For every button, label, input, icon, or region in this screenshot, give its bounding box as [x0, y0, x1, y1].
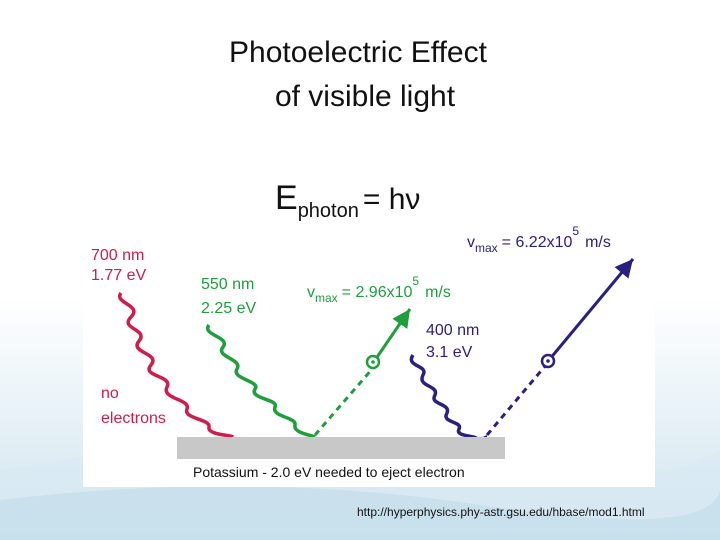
no-electrons-label-line2: electrons — [101, 410, 166, 427]
violet-electron-path — [485, 364, 548, 436]
green-vmax-label: vmax = 2.96x105m/s — [307, 274, 451, 305]
violet-electron-arrow — [547, 258, 635, 361]
violet-wavelength-label: 400 nm — [426, 322, 479, 339]
slide-title-line1: Photoelectric Effect — [229, 36, 487, 69]
red-wavelength-label: 700 nm — [91, 247, 144, 264]
photoelectric-diagram: Ephoton = hν 700 nm 1.77 eV no electrons … — [83, 173, 655, 487]
potassium-plate — [177, 437, 505, 459]
violet-energy-label: 3.1 eV — [426, 344, 473, 361]
plate-label: Potassium - 2.0 eV needed to eject elect… — [193, 464, 465, 480]
green-electron-arrow — [371, 308, 412, 364]
red-energy-label: 1.77 eV — [91, 267, 146, 284]
red-light-wave — [117, 291, 235, 439]
green-electron-path — [313, 367, 375, 436]
green-wavelength-label: 550 nm — [201, 276, 254, 293]
equation: Ephoton = hν — [275, 179, 420, 222]
source-url: http://hyperphysics.phy-astr.gsu.edu/hba… — [357, 505, 645, 519]
green-energy-label: 2.25 eV — [201, 300, 256, 317]
green-light-wave — [205, 323, 316, 439]
slide-title-line2: of visible light — [274, 80, 456, 113]
violet-light-wave — [409, 354, 488, 443]
no-electrons-label-line1: no — [101, 385, 119, 402]
violet-vmax-label: vmax = 6.22x105m/s — [467, 224, 611, 255]
